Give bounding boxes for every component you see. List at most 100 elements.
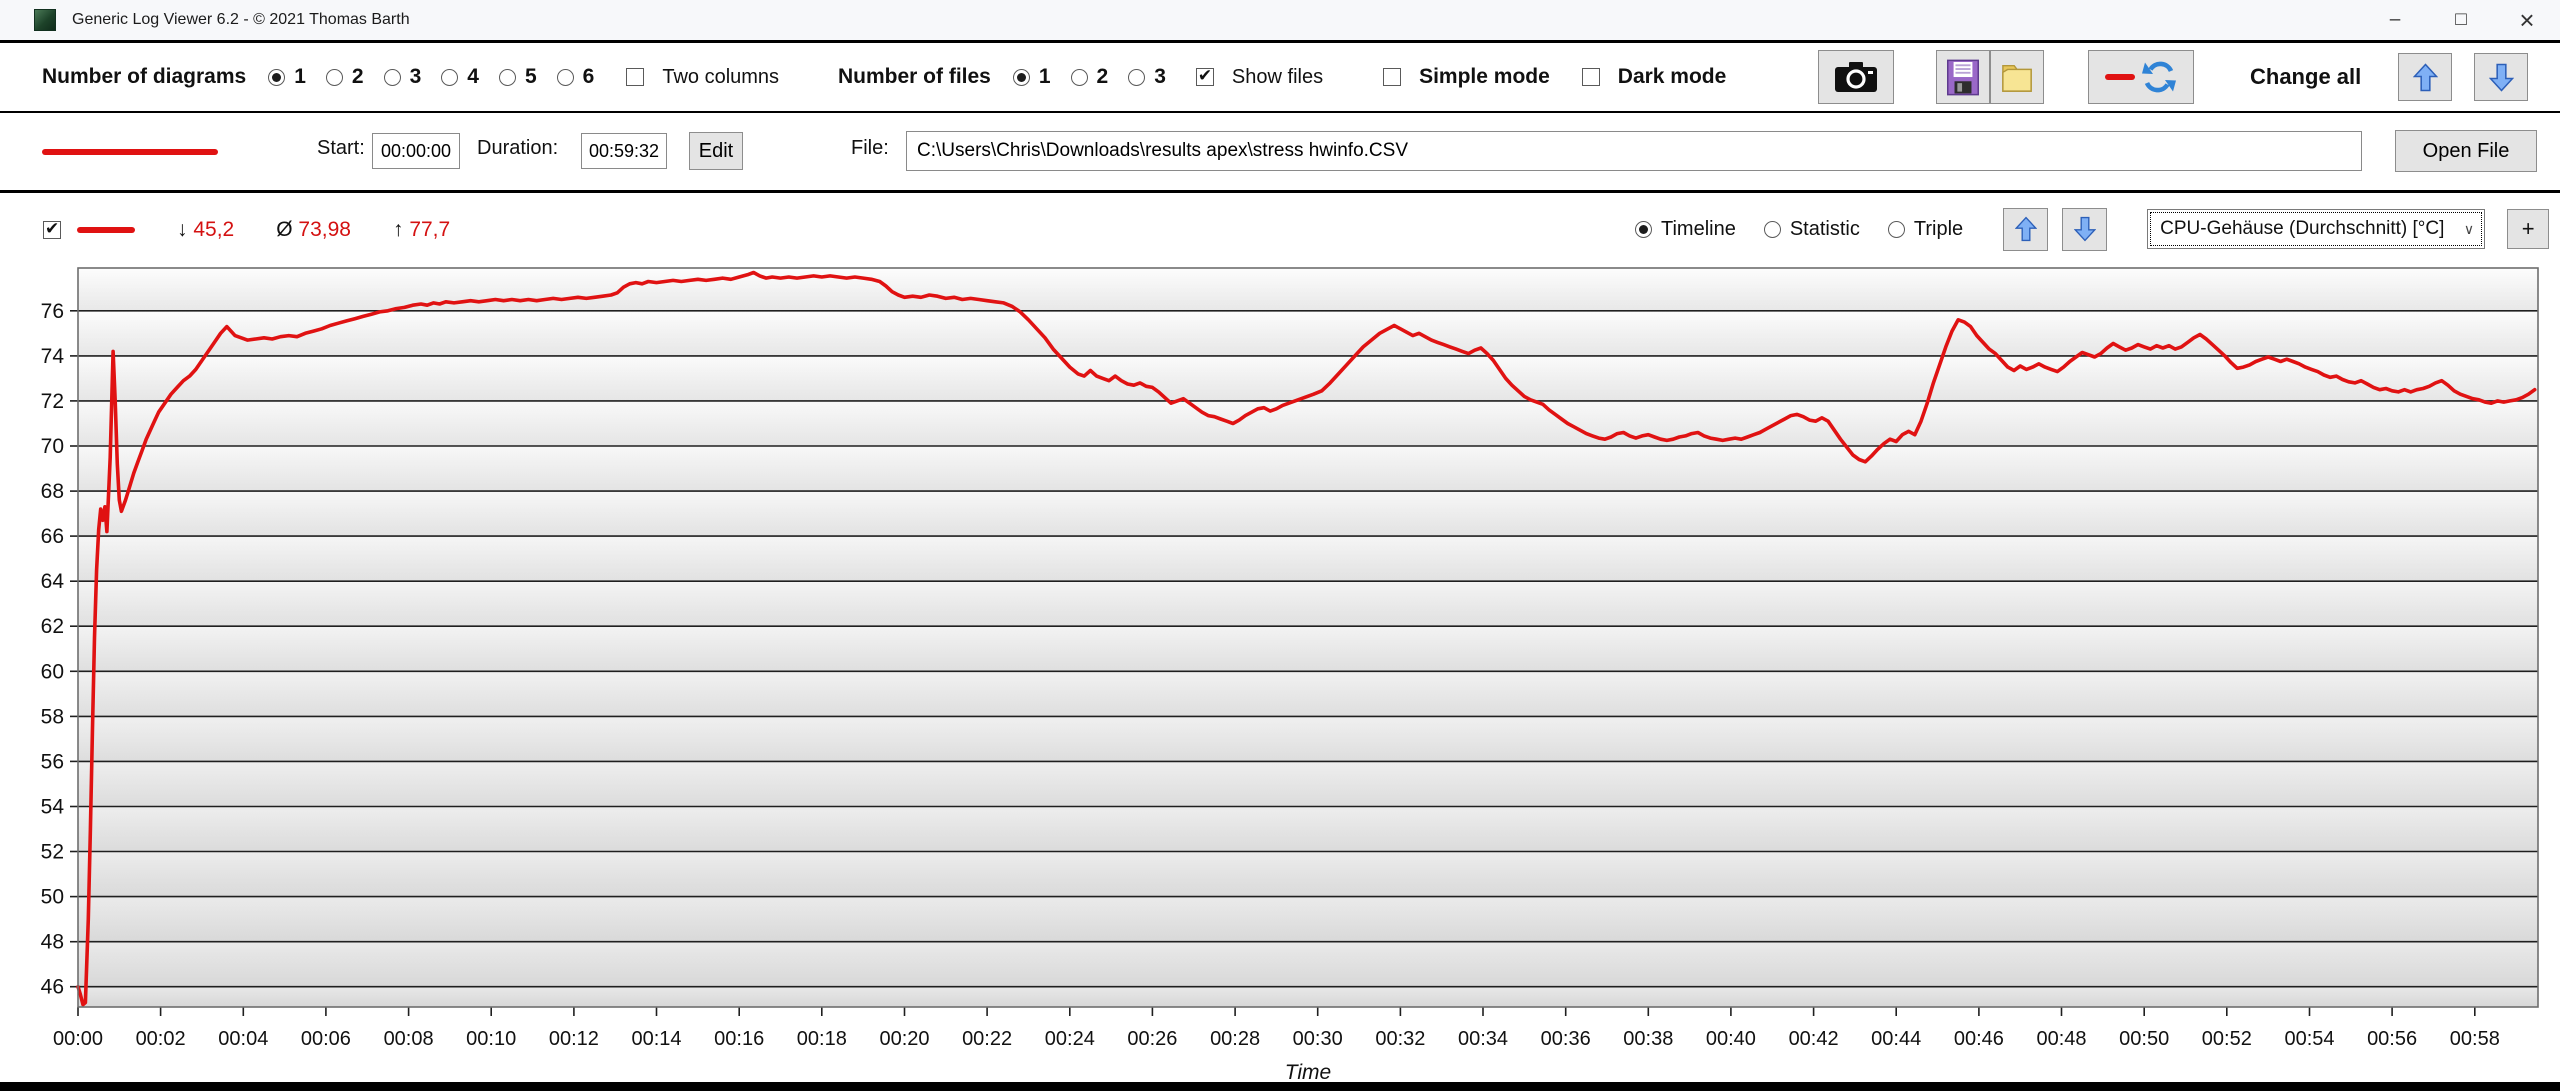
temperature-series-line	[76, 270, 2537, 1007]
start-time-input[interactable]	[372, 133, 460, 169]
save-button[interactable]	[1936, 50, 1990, 104]
diagram-radios-option-6[interactable]: 6	[556, 65, 594, 89]
number-of-diagrams-label: Number of diagrams	[42, 65, 247, 88]
min-arrow-icon: ↓	[177, 218, 188, 241]
y-tick-label: 58	[41, 705, 64, 728]
view-radios-option-statistic[interactable]: Statistic	[1763, 217, 1860, 241]
window-controls: – □ ×	[2362, 0, 2560, 40]
x-tick-label: 00:20	[879, 1028, 929, 1050]
duration-input[interactable]	[581, 133, 667, 169]
window-title: Generic Log Viewer 6.2 - © 2021 Thomas B…	[72, 11, 410, 28]
y-tick-label: 56	[41, 750, 64, 773]
app-icon	[34, 9, 56, 31]
min-stat: ↓ 45,2	[177, 218, 234, 242]
two-columns-label: Two columns	[662, 65, 780, 88]
x-tick-label: 00:08	[384, 1028, 434, 1050]
radio-icon[interactable]	[1128, 68, 1146, 86]
change-all-down-button[interactable]	[2474, 53, 2528, 101]
y-tick-label: 46	[41, 976, 64, 999]
floppy-disk-icon	[1947, 59, 1979, 95]
number-of-files-radios: 1 2 3	[1012, 65, 1166, 89]
radio-label: 1	[1038, 65, 1051, 88]
diagram-header-left: ↓ 45,2 Ø 73,98 ↑ 77,7	[43, 212, 450, 248]
average-symbol-icon: Ø	[276, 218, 293, 241]
diagram-radios-option-2[interactable]: 2	[325, 65, 364, 89]
x-tick-label: 00:22	[962, 1028, 1012, 1050]
dark-mode-checkbox[interactable]: Dark mode	[1581, 65, 1727, 89]
start-label: Start:	[317, 137, 365, 159]
blue-arrow-up-icon	[2014, 216, 2037, 242]
close-button[interactable]: ×	[2519, 4, 2535, 35]
x-tick-label: 00:34	[1458, 1028, 1508, 1050]
radio-icon[interactable]	[1887, 220, 1905, 238]
open-folder-button[interactable]	[1990, 50, 2044, 104]
diagram-radios-option-5[interactable]: 5	[498, 65, 537, 89]
simple-mode-checkbox[interactable]: Simple mode	[1383, 65, 1550, 89]
signal-selector-dropdown[interactable]: CPU-Gehäuse (Durchschnitt) [°C] ∨	[2147, 209, 2486, 249]
x-tick-label: 00:18	[797, 1028, 847, 1050]
red-dash-icon	[2105, 74, 2135, 80]
radio-icon[interactable]	[383, 68, 401, 86]
max-stat: ↑ 77,7	[393, 218, 450, 242]
checkbox-icon[interactable]	[1383, 68, 1402, 86]
radio-icon[interactable]	[556, 68, 574, 86]
files-radios-option-1[interactable]: 1	[1012, 65, 1051, 89]
blue-arrow-up-icon	[2412, 62, 2438, 91]
simple-mode-label: Simple mode	[1419, 65, 1550, 88]
y-tick-label: 50	[41, 886, 64, 909]
radio-label: Triple	[1913, 217, 1964, 240]
move-signal-down-button[interactable]	[2062, 207, 2108, 251]
radio-icon[interactable]	[1012, 68, 1030, 86]
reset-lines-button[interactable]	[2088, 50, 2194, 104]
edit-button[interactable]: Edit	[689, 132, 743, 170]
checkbox-icon[interactable]	[1581, 68, 1600, 86]
checkbox-icon[interactable]	[1195, 66, 1214, 86]
add-signal-button[interactable]: +	[2507, 209, 2550, 249]
x-tick-label: 00:10	[466, 1028, 516, 1050]
diagram-radios-option-4[interactable]: 4	[441, 65, 479, 89]
files-group: Number of files 1 2 3 Show files Simple mo…	[838, 43, 1726, 111]
radio-label: Statistic	[1789, 217, 1860, 240]
series-enabled-checkbox[interactable]	[43, 219, 61, 239]
radio-icon[interactable]	[325, 68, 343, 86]
files-radios-option-2[interactable]: 2	[1070, 65, 1108, 89]
view-radios-option-timeline[interactable]: Timeline	[1635, 218, 1736, 241]
diagram-radios-option-3[interactable]: 3	[383, 65, 421, 89]
minimize-button[interactable]: –	[2389, 9, 2401, 30]
diagram-radios-option-1[interactable]: 1	[268, 65, 306, 89]
series-color-swatch	[77, 227, 135, 233]
title-bar: Generic Log Viewer 6.2 - © 2021 Thomas B…	[0, 0, 2560, 40]
maximize-button[interactable]: □	[2455, 9, 2467, 30]
show-files-checkbox[interactable]: Show files	[1195, 66, 1323, 89]
file-path-input[interactable]	[906, 131, 2362, 171]
x-tick-label: 00:54	[2284, 1028, 2334, 1050]
screenshot-button[interactable]	[1818, 50, 1894, 104]
timeline-chart[interactable]: 76 74 72 70 68 66 64 62 60 58 56 54 52 50 48 46 00:00 00:…	[0, 230, 2560, 1082]
number-of-diagrams-radios: 1 2 3 4 5 6	[268, 65, 594, 89]
max-arrow-icon: ↑	[392, 218, 404, 241]
radio-icon[interactable]	[441, 68, 459, 86]
y-tick-label: 54	[41, 796, 65, 819]
chevron-down-icon: ∨	[2463, 220, 2475, 237]
radio-label: 1	[294, 65, 306, 88]
move-signal-up-button[interactable]	[2003, 207, 2049, 251]
change-all-up-button[interactable]	[2398, 53, 2452, 101]
x-tick-label: 00:50	[2119, 1028, 2169, 1050]
diagrams-group: Number of diagrams 1 2 3 4 5 6 Two columns	[42, 43, 779, 111]
x-tick-label: 00:46	[1954, 1028, 2004, 1050]
radio-label: 2	[351, 65, 364, 88]
number-of-files-label: Number of files	[838, 65, 991, 88]
radio-icon[interactable]	[1635, 220, 1652, 238]
checkbox-icon[interactable]	[626, 68, 645, 86]
two-columns-checkbox[interactable]: Two columns	[626, 66, 779, 89]
x-tick-label: 00:28	[1210, 1028, 1260, 1050]
open-file-button[interactable]: Open File	[2395, 130, 2537, 172]
radio-icon[interactable]	[1763, 220, 1781, 238]
radio-icon[interactable]	[1070, 68, 1088, 86]
dark-mode-label: Dark mode	[1617, 65, 1727, 88]
files-radios-option-3[interactable]: 3	[1128, 65, 1166, 89]
radio-icon[interactable]	[498, 68, 516, 86]
radio-icon[interactable]	[268, 68, 286, 86]
x-tick-label: 00:26	[1127, 1028, 1177, 1050]
view-radios-option-triple[interactable]: Triple	[1887, 217, 1964, 241]
